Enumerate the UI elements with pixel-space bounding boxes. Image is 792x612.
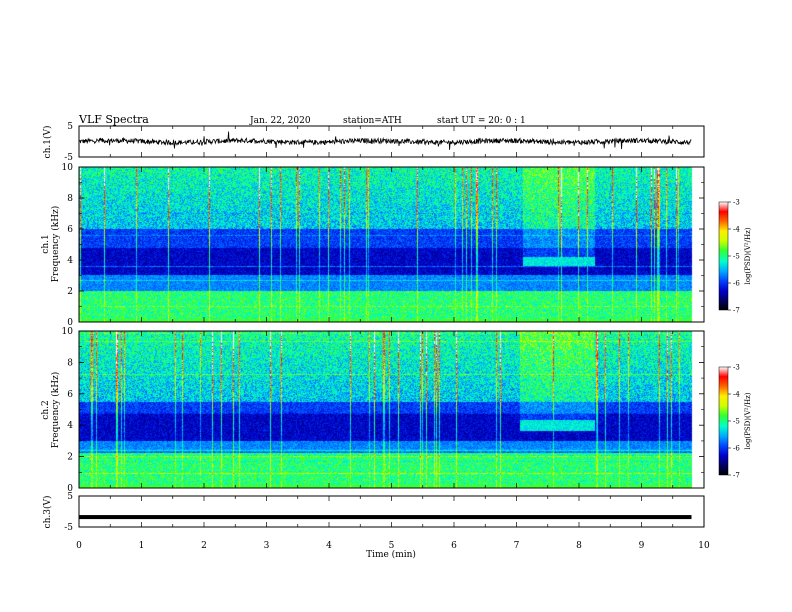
y-tick-label: 10 (62, 327, 74, 337)
y-tick-label: 2 (67, 453, 73, 463)
y-tick-label: 0 (67, 318, 73, 328)
x-tick-label: 9 (639, 541, 645, 551)
ch2-spectrogram-image (79, 331, 704, 488)
colorbar-tick-label: -4 (733, 391, 740, 399)
y-tick-label: 5 (67, 492, 73, 502)
colorbar-tick-label: -6 (733, 445, 740, 453)
x-axis-label: Time (min) (366, 549, 416, 560)
x-tick-label: 4 (326, 541, 332, 551)
y-tick-label: 8 (67, 358, 73, 368)
ch1-spectrogram-image (79, 167, 704, 322)
ch2-colorbar-label: log(PSD)(V²/Hz) (744, 392, 752, 449)
ch3-waveform-ylabel: ch.3(V) (42, 496, 53, 529)
x-tick-label: 8 (576, 541, 582, 551)
ch1-colorbar-label: log(PSD)(V²/Hz) (744, 227, 752, 284)
x-tick-label: 1 (139, 541, 145, 551)
x-tick-label: 7 (514, 541, 520, 551)
colorbar-ticks: -7 -6 -5 -4 -3 -7 -6 -5 -4 -3 (728, 199, 740, 480)
panel-gap (79, 322, 704, 331)
start-time-label: start UT = 20: 0 : 1 (437, 116, 526, 126)
station-label: station=ATH (343, 116, 402, 126)
colorbar-tick-label: -7 (733, 472, 740, 480)
y-tick-label: -5 (64, 523, 73, 533)
y-tick-label: 4 (67, 256, 73, 266)
y-tick-label: 2 (67, 287, 73, 297)
ch1-colorbar (718, 201, 729, 311)
y-tick-label: -5 (64, 153, 73, 163)
ch2-colorbar (718, 366, 729, 476)
ch1-waveform-line (78, 131, 692, 150)
x-tick-label: 5 (389, 541, 395, 551)
x-tick-label: 6 (451, 541, 457, 551)
date-label: Jan. 22, 2020 (249, 116, 311, 126)
y-tick-label: 4 (67, 421, 73, 431)
y-tick-label: 8 (67, 194, 73, 204)
colorbar-tick-label: -3 (733, 199, 740, 207)
ch2-spectrogram-ylabel: ch.2Frequency (kHz) (41, 372, 61, 449)
colorbar-tick-label: -4 (733, 226, 740, 234)
x-tick-label: 3 (264, 541, 270, 551)
x-tick-label: 2 (201, 541, 207, 551)
colorbar-tick-label: -3 (733, 364, 740, 372)
y-tick-label: 10 (62, 163, 74, 173)
colorbar-tick-label: -7 (733, 307, 740, 315)
colorbar-tick-label: -6 (733, 280, 740, 288)
y-tick-label: 6 (67, 225, 73, 235)
figure-title: VLF Spectra (78, 113, 149, 126)
ch1-waveform-ylabel: ch.1(V) (42, 126, 53, 159)
ch3-waveform-line (79, 515, 692, 520)
colorbar-tick-label: -5 (733, 253, 740, 261)
colorbar-tick-label: -5 (733, 418, 740, 426)
x-tick-label: 0 (76, 541, 82, 551)
x-tick-label: 10 (698, 541, 710, 551)
ch1-spectrogram-ylabel: ch.1Frequency (kHz) (41, 206, 61, 283)
y-tick-label: 6 (67, 390, 73, 400)
y-tick-label: 0 (67, 484, 73, 494)
y-tick-label: 5 (67, 122, 73, 132)
axis-ticks (78, 125, 705, 528)
